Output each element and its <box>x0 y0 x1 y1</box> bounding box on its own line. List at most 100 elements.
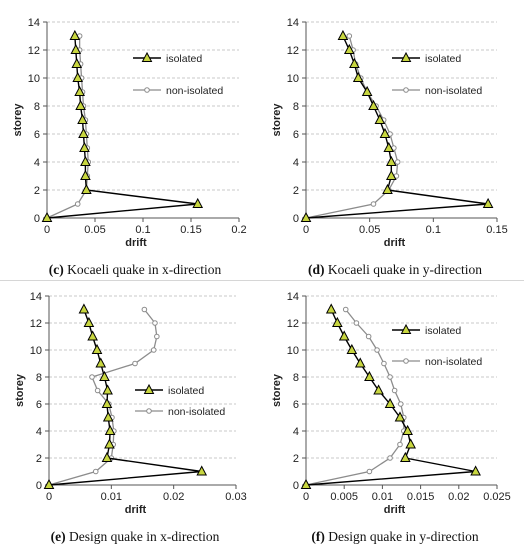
caption-d: (d) Kocaeli quake in y-direction <box>270 260 520 280</box>
point-isolated <box>343 43 355 54</box>
legend-label-isolated: isolated <box>166 53 202 65</box>
x-tick-label: 0 <box>303 491 309 503</box>
point-isolated <box>102 411 114 422</box>
legend-label-isolated: isolated <box>425 325 461 337</box>
y-tick-label: 6 <box>36 399 42 411</box>
x-tick-label: 0.2 <box>231 224 246 236</box>
point-isolated <box>70 43 82 54</box>
point-isolated <box>104 424 116 435</box>
y-tick-label: 0 <box>34 213 40 225</box>
y-tick-label: 0 <box>36 480 42 492</box>
legend-marker-isolated <box>400 51 412 62</box>
x-tick-label: 0 <box>44 224 50 236</box>
legend-marker-non-isolated <box>403 87 409 93</box>
point-isolated <box>74 85 85 96</box>
point-isolated <box>338 330 350 341</box>
point-isolated <box>102 384 113 395</box>
point-isolated <box>394 411 406 422</box>
y-tick-label: 10 <box>287 345 299 357</box>
x-tick-label: 0.15 <box>486 224 507 236</box>
point-isolated <box>482 197 494 208</box>
x-tick-label: 0.01 <box>372 491 393 503</box>
point-isolated <box>382 183 393 194</box>
x-tick-label: 0.015 <box>407 491 435 503</box>
point-isolated <box>99 370 110 381</box>
caption-f: (f) Design quake in y-direction <box>270 527 520 547</box>
series-line-non-isolated <box>48 309 158 486</box>
y-tick-label: 4 <box>293 426 299 438</box>
x-tick-label: 0.1 <box>426 224 441 236</box>
caption-text: Kocaeli quake in y-direction <box>324 262 482 277</box>
point-isolated <box>101 451 113 462</box>
point-isolated <box>373 384 384 395</box>
chart-panel-d: 0 2 4 6 8 10 12 14 0 0.05 0.1 0.15 drift storey isolat… <box>271 17 508 249</box>
point-isolated <box>79 141 90 152</box>
y-tick-label: 0 <box>293 213 299 225</box>
point-non-isolated <box>381 360 387 367</box>
point-non-isolated <box>391 387 398 394</box>
point-isolated <box>354 357 366 368</box>
x-axis-label: drift <box>125 237 147 249</box>
x-tick-label: 0 <box>46 491 52 503</box>
y-tick-label: 14 <box>287 291 299 303</box>
point-isolated <box>78 127 89 138</box>
chart-panel-f: 0 2 4 6 8 10 12 14 0 0.005 0.01 0.015 0.02 0.025 drift… <box>271 291 511 516</box>
point-isolated <box>383 141 395 152</box>
y-tick-label: 10 <box>30 345 42 357</box>
legend-label-isolated: isolated <box>168 385 204 397</box>
legend-marker-non-isolated <box>144 87 150 93</box>
y-tick-label: 12 <box>30 318 42 330</box>
x-tick-label: 0.05 <box>359 224 380 236</box>
point-non-isolated <box>152 320 158 326</box>
chart-panel-c: 0 2 4 6 8 10 12 14 0 0.05 0.1 0.15 0.2 drift storey iso… <box>12 17 247 249</box>
x-tick-label: 0.01 <box>101 491 122 503</box>
point-non-isolated <box>141 306 148 313</box>
x-tick-label: 0.02 <box>448 491 469 503</box>
point-isolated <box>69 29 81 40</box>
point-non-isolated <box>387 455 393 461</box>
y-tick-label: 2 <box>34 185 40 197</box>
legend-marker-isolated <box>400 323 412 334</box>
point-non-isolated <box>150 347 157 353</box>
point-isolated <box>43 478 55 489</box>
point-non-isolated <box>132 360 138 367</box>
point-isolated <box>361 85 373 96</box>
x-tick-label: 0.15 <box>180 224 201 236</box>
point-isolated <box>384 397 396 408</box>
legend-label-non-isolated: non-isolated <box>168 406 225 418</box>
point-non-isolated <box>92 468 99 475</box>
point-isolated <box>41 211 53 222</box>
point-isolated <box>192 197 204 208</box>
legend-marker-isolated <box>143 383 155 394</box>
point-non-isolated <box>397 401 404 407</box>
x-tick-label: 0.05 <box>84 224 105 236</box>
point-isolated <box>337 29 349 40</box>
y-tick-label: 6 <box>293 129 299 141</box>
x-tick-label: 0.02 <box>163 491 184 503</box>
legend-marker-non-isolated <box>403 358 409 364</box>
y-tick-label: 14 <box>28 17 40 29</box>
caption-separator-top <box>0 280 524 281</box>
point-isolated <box>399 451 411 462</box>
point-isolated <box>346 343 358 354</box>
point-isolated <box>75 99 86 110</box>
point-isolated <box>95 357 107 368</box>
y-tick-label: 4 <box>34 157 40 169</box>
x-axis-label: drift <box>125 504 147 516</box>
point-non-isolated <box>342 306 349 313</box>
point-non-isolated <box>374 347 380 353</box>
y-tick-label: 6 <box>34 129 40 141</box>
point-isolated <box>379 127 391 138</box>
caption-letter: (e) <box>50 529 66 544</box>
point-non-isolated <box>346 33 353 39</box>
caption-text: Kocaeli quake in x-direction <box>63 262 222 277</box>
y-tick-label: 8 <box>36 372 42 384</box>
x-tick-label: 0.03 <box>225 491 246 503</box>
y-tick-label: 14 <box>30 291 42 303</box>
y-tick-label: 2 <box>293 453 299 465</box>
x-tick-label: 0 <box>303 224 309 236</box>
point-non-isolated <box>366 468 373 475</box>
point-isolated <box>78 303 90 314</box>
point-non-isolated <box>370 201 377 207</box>
caption-letter: (f) <box>311 529 325 544</box>
